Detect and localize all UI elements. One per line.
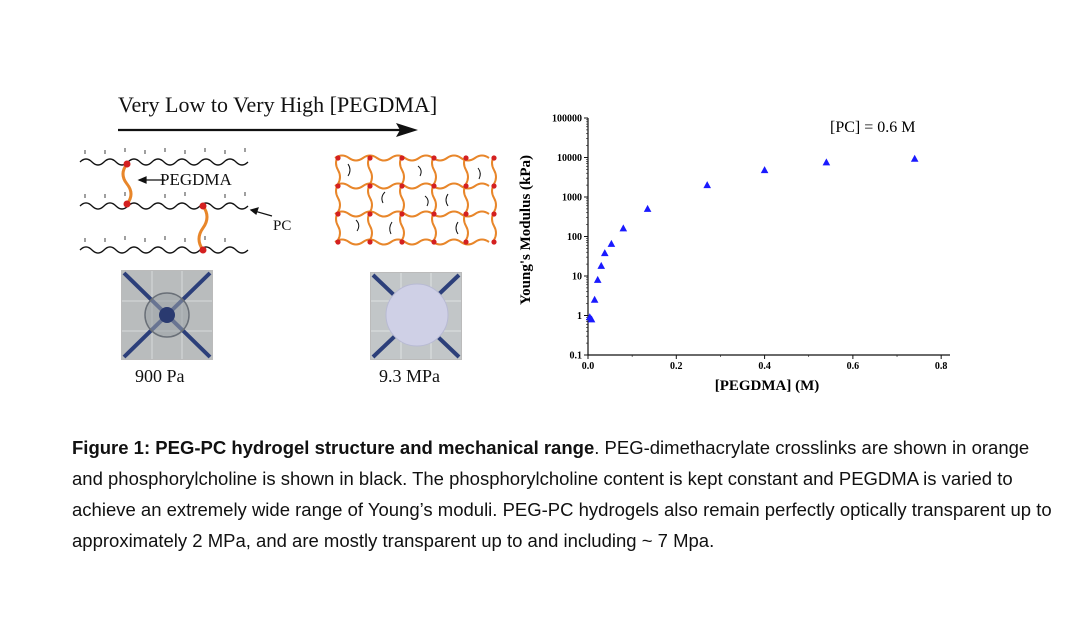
y-tick-label: 10000 xyxy=(557,153,582,164)
data-point xyxy=(822,158,831,166)
concentration-arrow-title: Very Low to Very High [PEGDMA] xyxy=(118,92,438,117)
x-tick-label: 0.8 xyxy=(935,361,948,372)
high-density-schematic xyxy=(334,154,497,246)
y-axis-label: Young's Modulus (kPa) xyxy=(518,155,534,305)
data-point xyxy=(607,239,616,247)
data-points xyxy=(585,154,919,323)
low-modulus-hydrogel-photo xyxy=(121,270,213,360)
concentration-arrow-icon xyxy=(118,123,418,137)
data-point xyxy=(593,275,602,283)
x-axis-label: [PEGDMA] (M) xyxy=(715,378,820,394)
y-axis-ticks: 0.1 1 10 100 1000 10000 100000 xyxy=(552,114,588,362)
y-tick-label: 1000 xyxy=(562,193,582,204)
x-tick-label: 0.6 xyxy=(847,361,860,372)
y-tick-label: 0.1 xyxy=(570,351,583,362)
data-point xyxy=(619,224,628,232)
data-point xyxy=(703,181,711,189)
data-point xyxy=(600,249,609,257)
x-tick-label: 0.0 xyxy=(582,361,595,372)
data-point xyxy=(597,261,606,269)
data-point xyxy=(760,166,769,174)
caption-title: Figure 1: PEG-PC hydrogel structure and … xyxy=(72,437,595,458)
x-tick-label: 0.2 xyxy=(670,361,683,372)
data-point xyxy=(643,204,652,212)
high-modulus-hydrogel-photo xyxy=(370,272,462,360)
chart-axes xyxy=(587,118,950,356)
y-tick-label: 10 xyxy=(572,272,582,283)
x-tick-label: 0.4 xyxy=(758,361,771,372)
y-tick-label: 100000 xyxy=(552,114,582,125)
pegdma-label: PEGDMA xyxy=(160,170,232,189)
data-point xyxy=(590,295,599,303)
x-axis-ticks: 0.0 0.2 0.4 0.6 0.8 xyxy=(582,355,948,372)
y-tick-label: 1 xyxy=(577,311,582,322)
low-density-schematic xyxy=(79,148,273,254)
pc-label: PC xyxy=(273,218,292,234)
y-tick-label: 100 xyxy=(567,232,582,243)
youngs-modulus-chart: 0.1 1 10 100 1000 10000 100000 0.0 0.2 0.4 0.6 0.8… xyxy=(518,114,950,394)
low-modulus-value: 900 Pa xyxy=(135,366,185,386)
data-point xyxy=(587,315,596,323)
data-point xyxy=(910,154,919,162)
high-modulus-value: 9.3 MPa xyxy=(379,366,441,386)
figure-caption: Figure 1: PEG-PC hydrogel structure and … xyxy=(72,432,1062,556)
caption-body: . PEG-dimethacrylate crosslinks are show… xyxy=(72,437,1052,551)
pc-concentration-annotation: [PC] = 0.6 M xyxy=(830,119,915,136)
